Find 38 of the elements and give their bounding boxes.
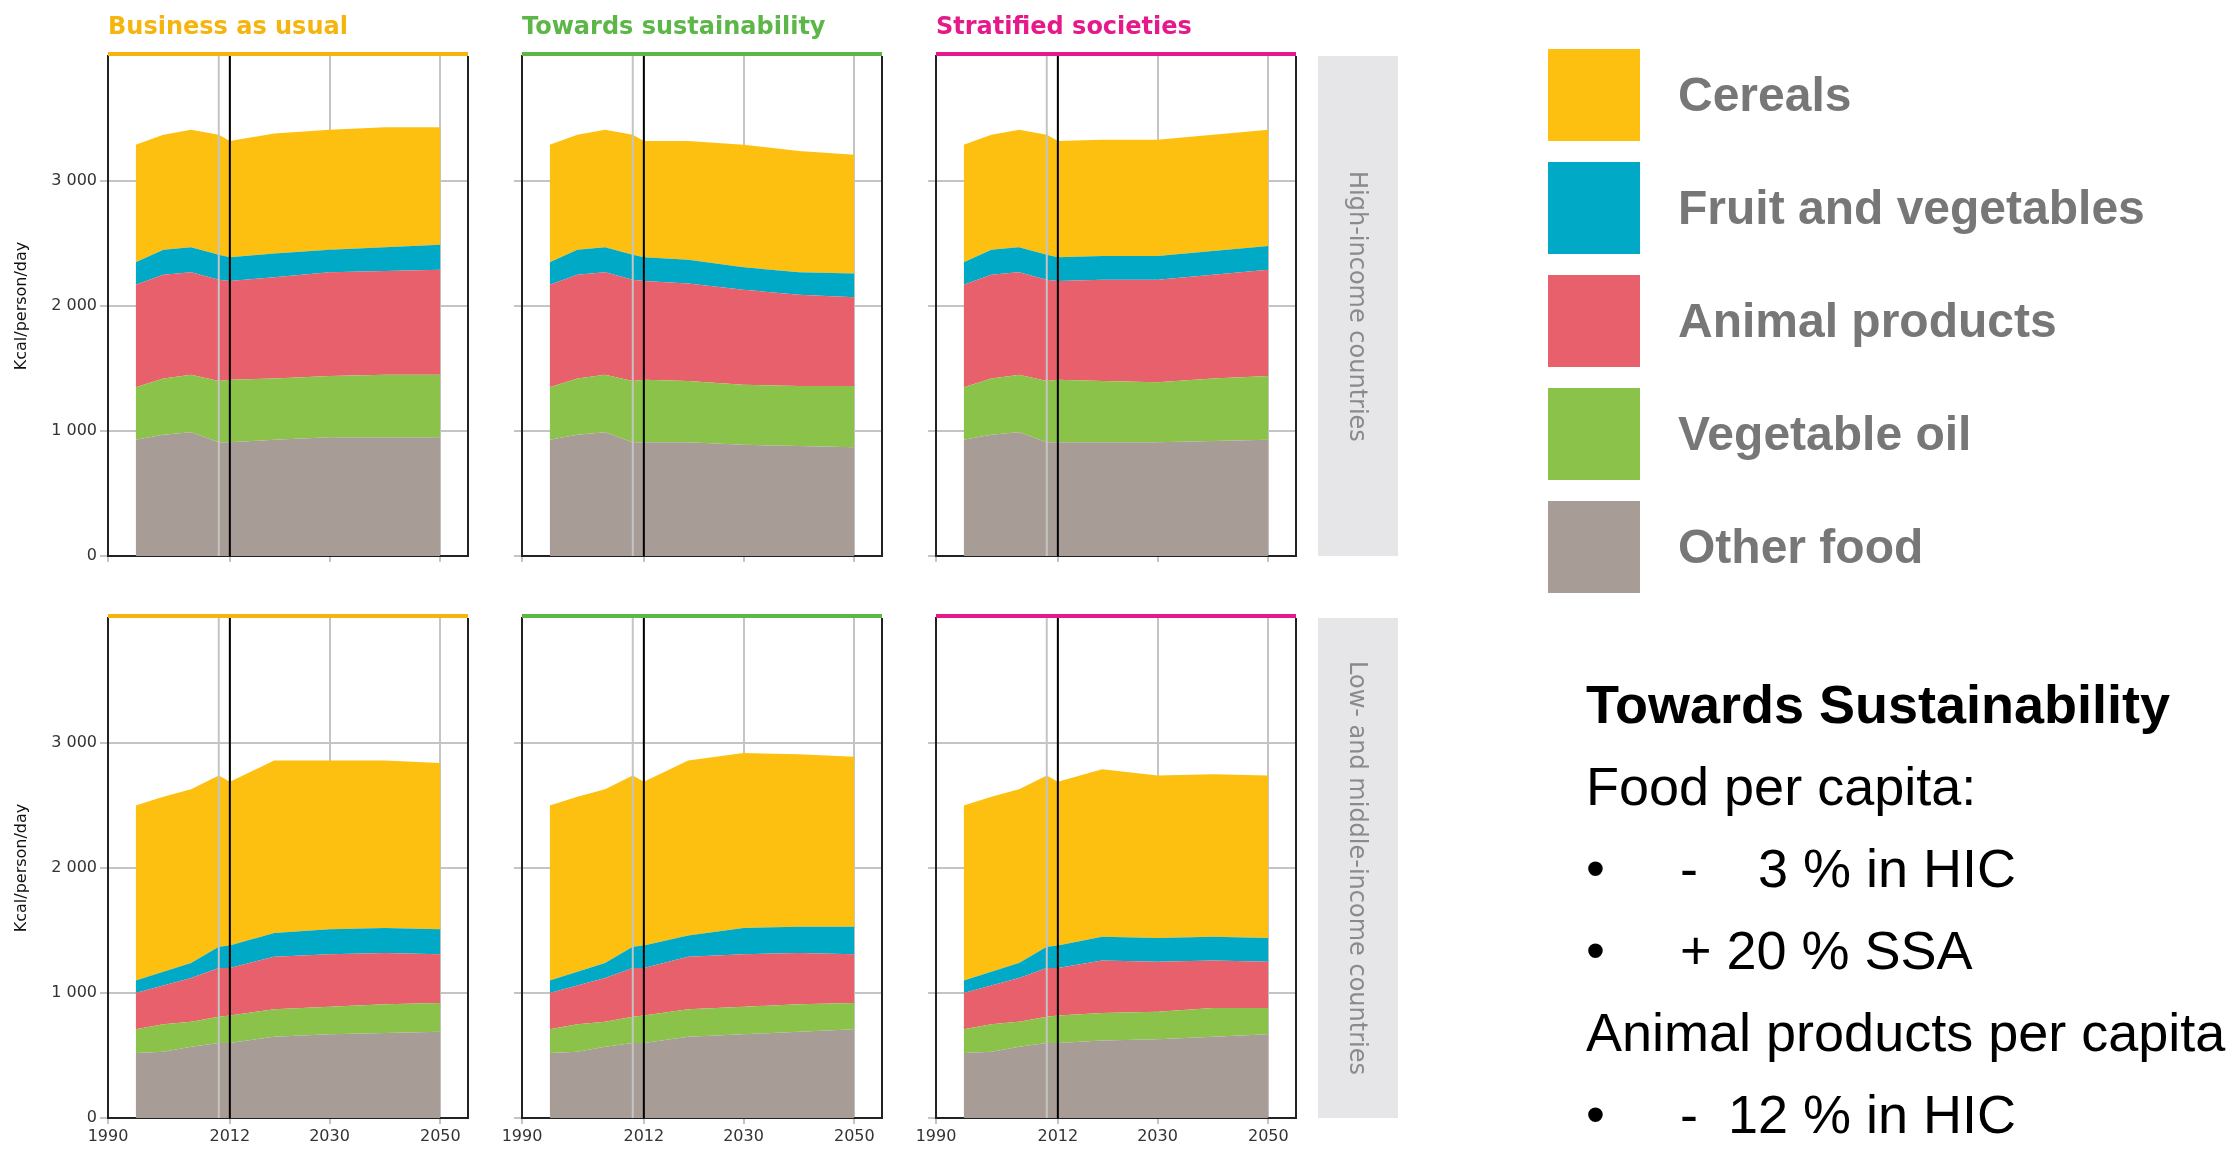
y-tick-label: 2 000 — [51, 857, 97, 877]
y-tick-label: 0 — [86, 1107, 97, 1127]
y2-axis-title: Low- and middle-income countries — [1318, 618, 1398, 1118]
x-tick-label: 2012 — [1037, 1125, 1079, 1145]
x-tick-label: 1990 — [501, 1125, 543, 1145]
legend-label: Cereals — [1678, 67, 1852, 122]
x-tick-label: 2050 — [1247, 1125, 1289, 1145]
x-tick-label: 2012 — [623, 1125, 665, 1145]
legend-label: Animal products — [1678, 293, 2057, 348]
y-tick-label: 0 — [86, 545, 97, 565]
x-tick-label: 2030 — [1137, 1125, 1178, 1145]
y-tick-label: 1 000 — [51, 420, 97, 440]
y-axis-title: Kcal/person/day — [10, 803, 30, 933]
x-tick-label: 1990 — [915, 1125, 957, 1145]
y2-axis-title: High-income countries — [1318, 56, 1398, 556]
legend-label: Vegetable oil — [1678, 406, 1972, 461]
x-tick-label: 2012 — [209, 1125, 251, 1145]
x-tick-label: 1990 — [87, 1125, 129, 1145]
text: Animal products per capita — [1586, 1001, 2226, 1064]
text: Food per capita: — [1586, 755, 1978, 818]
text: • - 12 % in HIC — [1586, 1083, 2018, 1146]
chart-title: Stratified societies — [936, 11, 1193, 42]
x-tick-label: 2030 — [723, 1125, 764, 1145]
text: • - 3 % in HIC — [1586, 837, 2017, 900]
x-tick-label: 2050 — [419, 1125, 461, 1145]
text: Towards Sustainability — [1586, 673, 2172, 736]
y-tick-label: 2 000 — [51, 295, 97, 315]
text: • + 20 % SSA — [1586, 919, 1974, 982]
y-tick-label: 3 000 — [51, 170, 97, 190]
y-axis-title: Kcal/person/day — [10, 241, 30, 371]
chart-title: Towards sustainability — [522, 11, 827, 42]
x-tick-label: 2050 — [833, 1125, 875, 1145]
legend-label: Fruit and vegetables — [1678, 180, 2145, 235]
y-tick-label: 1 000 — [51, 982, 97, 1002]
legend-label: Other food — [1678, 519, 1924, 574]
y-tick-label: 3 000 — [51, 732, 97, 752]
x-tick-label: 2030 — [309, 1125, 350, 1145]
chart-title: Business as usual — [108, 11, 349, 42]
